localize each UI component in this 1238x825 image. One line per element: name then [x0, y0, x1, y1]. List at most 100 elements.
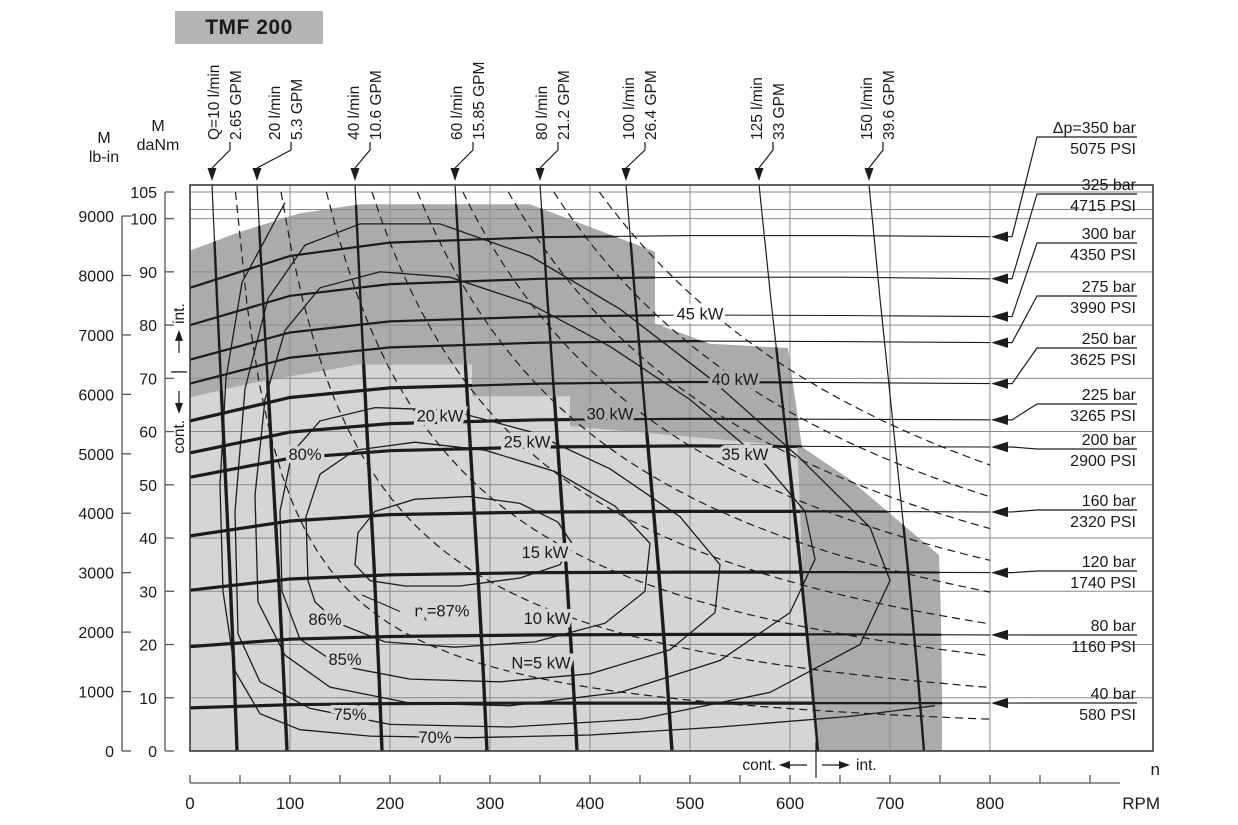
pressure-callouts: Δp=350 bar 5075 PSI 325 bar 4715 PSI 300 bar…: [991, 120, 1137, 724]
flow-label-gpm: 5.3 GPM: [289, 79, 306, 140]
pressure-callout-120 bar: 120 bar 1740 PSI: [991, 554, 1137, 592]
pressure-label-psi: 2320 PSI: [1070, 514, 1136, 531]
pressure-label-bar: 325 bar: [1082, 177, 1137, 194]
pressure-curve-160 bar: [190, 509, 816, 538]
pressure-callout-300 bar: 300 bar 4350 PSI: [991, 226, 1137, 322]
power-label-40 kW: 40 kW: [712, 371, 759, 389]
arrowhead-down-icon: [450, 168, 460, 181]
efficiency-contour-75%: [234, 223, 891, 728]
flow-label-Q=10 l/min: Q=10 l/min 2.65 GPM: [206, 65, 245, 181]
pressure-label-psi: 4350 PSI: [1070, 247, 1136, 264]
pressure-callout-160 bar: 160 bar 2320 PSI: [991, 493, 1137, 531]
danm-tick-90: 90: [139, 265, 157, 282]
efficiency-label-86%: 86%: [308, 611, 341, 629]
pressure-label-bar: 300 bar: [1082, 226, 1137, 243]
arrowhead-left-icon: [991, 311, 1008, 322]
flow-label-lmin: 150 l/min: [859, 77, 876, 140]
rpm-tick-0: 0: [185, 794, 194, 813]
pressure-callout-275 bar: 275 bar 3990 PSI: [991, 279, 1137, 348]
danm-tick-50: 50: [139, 478, 157, 495]
flow-curve-80 l/min: [538, 364, 579, 751]
arrowhead-left-icon: [991, 567, 1008, 578]
flow-curve-20 l/min: [255, 364, 289, 751]
flow-label-20 l/min: 20 l/min 5.3 GPM: [252, 79, 306, 181]
pressure-callout-225 bar: 225 bar 3265 PSI: [991, 387, 1137, 426]
arrowhead-down-icon: [864, 168, 874, 181]
pressure-label-psi: 1160 PSI: [1071, 639, 1136, 656]
efficiency-label-85%: 85%: [328, 651, 361, 669]
flow-label-lmin: 40 l/min: [346, 86, 363, 140]
power-label-35 kW: 35 kW: [722, 446, 769, 464]
arrowhead-down-icon: [621, 168, 631, 181]
left-int-cont-annotation: int. cont.: [171, 303, 188, 454]
cont-label-left: cont.: [171, 420, 188, 454]
efficiency-label-80%: 80%: [288, 446, 321, 464]
pressure-curve-40 bar: [190, 701, 816, 710]
danm-tick-0: 0: [148, 744, 157, 761]
arrowhead-left-icon: [991, 273, 1008, 284]
danm-tick-40: 40: [139, 531, 157, 548]
arrowhead-left-icon: [991, 231, 1008, 242]
continuous-operation-region: [190, 364, 816, 751]
flow-label-150 l/min: 150 l/min 39.6 GPM: [859, 70, 898, 181]
lbin-tick-1000: 1000: [78, 685, 114, 702]
arrowhead-left-icon: [991, 414, 1008, 426]
flow-label-lmin: Q=10 l/min: [206, 65, 223, 140]
speed-axis-n: n: [1151, 760, 1160, 779]
lbin-tick-4000: 4000: [78, 506, 114, 523]
rpm-tick-500: 500: [676, 794, 704, 813]
flow-label-gpm: 33 GPM: [771, 83, 788, 140]
power-curves: [234, 191, 991, 720]
danm-tick-80: 80: [139, 318, 157, 335]
rpm-tick-100: 100: [276, 794, 304, 813]
power-label-25 kW: 25 kW: [504, 434, 551, 452]
efficiency-contour-70%: [219, 202, 936, 739]
flow-label-lmin: 60 l/min: [449, 86, 466, 140]
power-label-10 kW: 10 kW: [524, 610, 571, 628]
pressure-label-bar: Δp=350 bar: [1053, 120, 1137, 137]
pressure-curves: [190, 364, 816, 710]
lbin-tick-7000: 7000: [78, 328, 114, 345]
arrowhead-left-icon: [991, 506, 1008, 518]
power-curve-30kw: [462, 191, 991, 561]
flow-curve-100 l/min: [624, 364, 674, 751]
danm-tick-105: 105: [130, 185, 157, 202]
arrowhead-down-icon: [754, 168, 764, 181]
power-curve-5kw: [234, 191, 991, 720]
flow-curve-Q=10 l/min: [210, 364, 239, 751]
bottom-cont-int-annotation: cont. int.: [742, 742, 877, 778]
flow-label-gpm: 21.2 GPM: [556, 70, 573, 140]
left-axes: 0100020003000400050006000700080009000Mlb…: [78, 118, 179, 761]
lbin-axis-title: M: [97, 130, 110, 147]
power-label-30 kW: 30 kW: [587, 406, 634, 424]
flow-label-gpm: 10.6 GPM: [368, 70, 385, 140]
flow-label-125 l/min: 125 l/min 33 GPM: [749, 77, 788, 181]
int-label-bottom: int.: [856, 757, 877, 774]
arrowhead-left-icon: [991, 337, 1008, 348]
speed-axis-rpm: RPM: [1122, 794, 1160, 813]
flow-label-gpm: 39.6 GPM: [881, 70, 898, 140]
flow-label-80 l/min: 80 l/min 21.2 GPM: [534, 70, 573, 181]
svg-text:lb-in: lb-in: [89, 149, 119, 166]
arrowhead-left-icon: [991, 697, 1008, 709]
pressure-callout-200 bar: 200 bar 2900 PSI: [991, 432, 1137, 470]
pressure-label-psi: 5075 PSI: [1070, 141, 1136, 158]
arrowhead-left-icon: [991, 378, 1008, 389]
pressure-callout-80 bar: 80 bar 1160 PSI: [991, 618, 1137, 656]
rpm-tick-400: 400: [576, 794, 604, 813]
flow-curve-60 l/min: [453, 364, 489, 751]
arrowhead-down-icon: [350, 168, 360, 181]
power-label-15 kW: 15 kW: [522, 544, 569, 562]
int-label-left: int.: [171, 303, 188, 324]
flow-labels: Q=10 l/min 2.65 GPM 20 l/min 5.3 GPM 40 l/mi…: [206, 62, 898, 181]
pressure-label-psi: 580 PSI: [1079, 707, 1136, 724]
danm-tick-60: 60: [139, 425, 157, 442]
svg-text:daNm: daNm: [137, 137, 180, 154]
arrowhead-down-icon: [535, 168, 545, 181]
power-curve-25kw: [416, 191, 991, 593]
flow-curve-40 l/min: [353, 364, 384, 751]
power-curve-45kw: [598, 191, 991, 466]
flow-label-gpm: 15.85 GPM: [471, 62, 488, 140]
